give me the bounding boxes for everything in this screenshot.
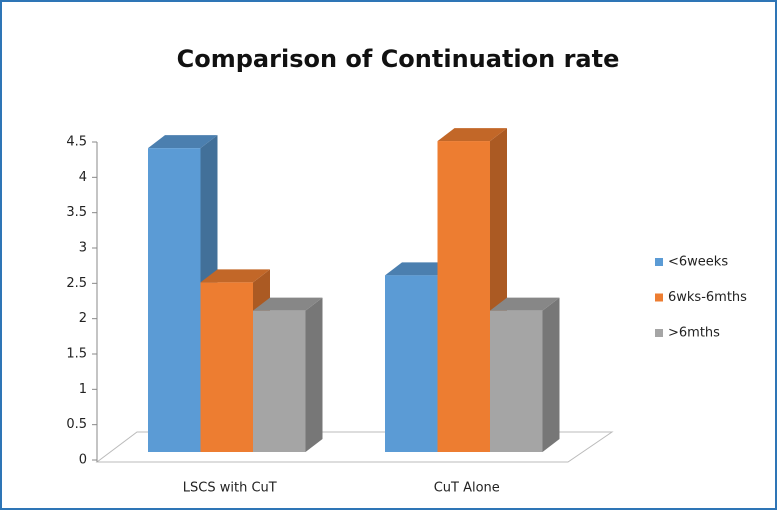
bar	[200, 282, 253, 452]
x-tick-label: CuT Alone	[434, 481, 500, 496]
y-tick-label: 3.5	[66, 205, 87, 220]
floor	[95, 431, 614, 463]
bar-top	[253, 297, 323, 311]
legend-label: >6mths	[668, 326, 720, 341]
y-tick-label: 1	[79, 382, 87, 397]
y-tick-label: 4.5	[66, 135, 87, 150]
bar	[148, 148, 201, 452]
y-tick-label: 2	[79, 311, 87, 326]
x-tick-label: LSCS with CuT	[183, 481, 277, 496]
legend-swatch	[655, 293, 663, 302]
bar-top	[148, 135, 218, 149]
bar	[490, 310, 543, 452]
chart-title: Comparison of Continuation rate	[177, 45, 620, 73]
bar-side	[542, 297, 560, 452]
y-tick-label: 1.5	[66, 347, 87, 362]
y-tick-label: 2.5	[66, 276, 87, 291]
y-tick-label: 4	[79, 170, 87, 185]
bar-top	[200, 269, 270, 283]
bar-top	[437, 128, 507, 142]
y-tick-label: 0.5	[66, 417, 87, 432]
bar	[385, 275, 438, 452]
bar-side	[305, 297, 323, 452]
y-tick-label: 0	[79, 453, 87, 468]
bar	[253, 310, 306, 452]
bar-top	[385, 262, 455, 276]
legend-label: 6wks-6mths	[668, 290, 747, 305]
y-tick-label: 3	[79, 241, 87, 256]
legend-swatch	[655, 258, 663, 266]
legend-label: <6weeks	[668, 255, 728, 270]
bar	[437, 141, 490, 453]
legend-swatch	[655, 329, 663, 337]
bar-top	[490, 297, 560, 311]
